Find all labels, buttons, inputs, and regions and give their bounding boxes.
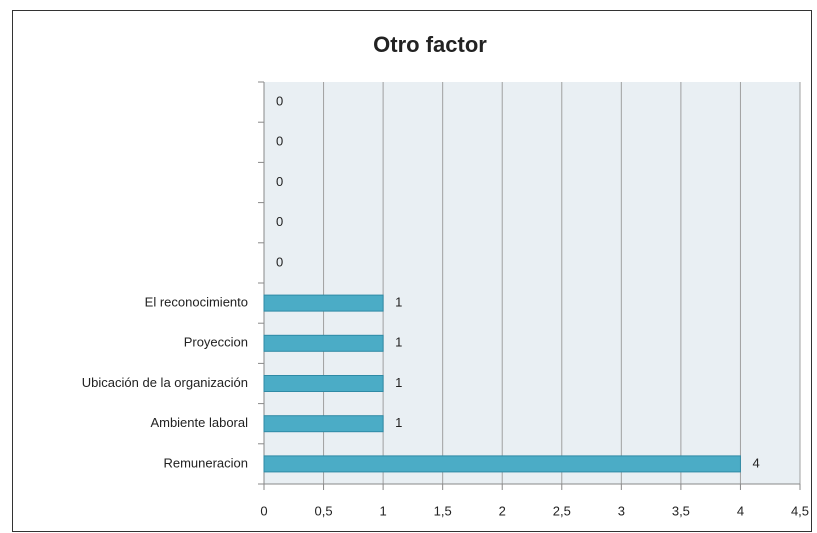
x-tick-label: 2,5: [553, 503, 571, 518]
data-label: 0: [276, 174, 283, 189]
x-tick-label: 1: [379, 503, 386, 518]
data-label: 4: [752, 455, 759, 470]
data-label: 0: [276, 214, 283, 229]
y-tick-label: El reconocimiento: [145, 295, 248, 310]
data-label: 0: [276, 134, 283, 149]
y-tick-label: Ubicación de la organización: [82, 375, 248, 390]
y-tick-label: Remuneracion: [163, 455, 248, 470]
bar: [263, 375, 384, 392]
data-label: 1: [395, 375, 402, 390]
bar: [263, 415, 384, 433]
bar: [263, 334, 384, 352]
x-tick-label: 3: [618, 503, 625, 518]
x-tick-label: 4,5: [791, 503, 809, 518]
bar: [263, 294, 384, 312]
x-tick-label: 0,5: [315, 503, 333, 518]
data-label: 0: [276, 254, 283, 269]
x-tick-label: 4: [737, 503, 744, 518]
y-tick-label: Proyeccion: [184, 335, 248, 350]
data-label: 1: [395, 295, 402, 310]
x-tick-label: 0: [260, 503, 267, 518]
data-label: 1: [395, 335, 402, 350]
chart-title: Otro factor: [373, 32, 487, 57]
x-tick-label: 1,5: [434, 503, 452, 518]
y-tick-label: Ambiente laboral: [150, 415, 248, 430]
x-tick-label: 3,5: [672, 503, 690, 518]
data-label: 0: [276, 94, 283, 109]
data-label: 1: [395, 415, 402, 430]
bar: [263, 455, 741, 473]
x-tick-label: 2: [499, 503, 506, 518]
